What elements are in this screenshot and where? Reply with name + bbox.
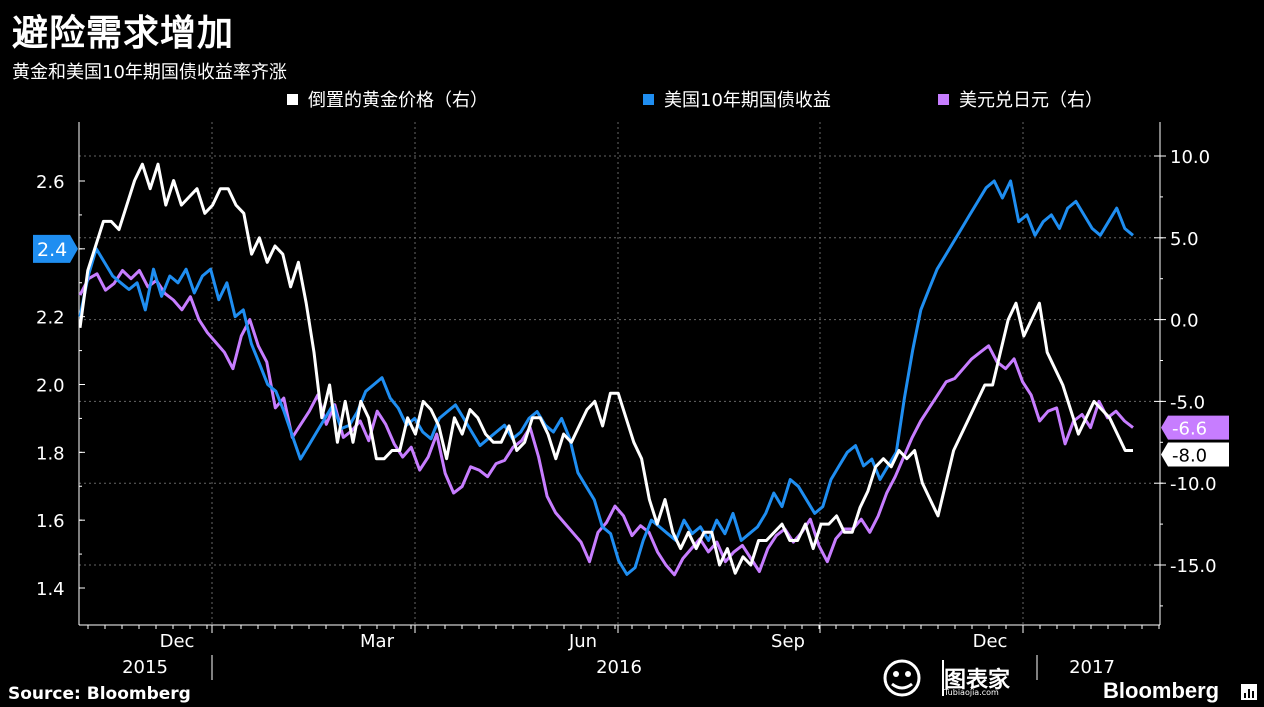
watermark-logo-icon (883, 659, 944, 697)
x-month-label: Dec (160, 631, 195, 652)
series-line-1 (78, 179, 1134, 576)
legend-label: 倒置的黄金价格（右） (308, 90, 488, 111)
left-tick-label: 2.0 (36, 376, 65, 397)
gold-end-label: -8.0 (1172, 445, 1207, 466)
left-tick-label: 2.6 (36, 172, 65, 193)
right-tick-label: -5.0 (1170, 392, 1205, 413)
left-tick-label: 1.8 (36, 443, 65, 464)
source-note: Source: Bloomberg (8, 684, 191, 704)
usdjpy-end-label: -6.6 (1172, 419, 1207, 440)
axes: 2.6 2.4 2.2 2.0 1.8 1.6 1.4 10.0 5.0 0.0 -5.0 -10.0… (36, 122, 1217, 680)
x-month-label: Mar (360, 631, 395, 652)
x-month-label: Dec (973, 631, 1008, 652)
x-month-label: Sep (771, 631, 805, 652)
right-tick-label: -10.0 (1170, 474, 1217, 495)
yield-end-label: 2.4 (37, 239, 67, 261)
legend: 倒置的黄金价格（右） 美国10年期国债收益 美元兑日元（右） (287, 90, 1103, 111)
legend-label: 美元兑日元（右） (959, 90, 1103, 111)
end-labels: 2.4 -6.6 -8.0 (33, 234, 1229, 467)
left-tick-label: 1.4 (36, 579, 65, 600)
grid (79, 122, 1160, 625)
chart-subtitle: 黄金和美国10年期国债收益率齐涨 (12, 62, 287, 83)
legend-swatch (938, 94, 949, 105)
series-lines (78, 162, 1134, 577)
x-month-label: Jun (568, 631, 597, 652)
right-tick-label: 10.0 (1170, 147, 1210, 168)
yield-end-label-box (33, 234, 78, 263)
legend-swatch (287, 94, 298, 105)
bloomberg-bars-icon (1241, 684, 1257, 700)
watermark-subtext: Tubiaojia.com (944, 688, 999, 697)
usdjpy-end-label-box (1161, 415, 1229, 440)
right-tick-label: 0.0 (1170, 311, 1199, 332)
legend-swatch (643, 94, 654, 105)
bloomberg-brand: Bloomberg (1103, 678, 1220, 703)
gold-end-label-box (1161, 442, 1229, 467)
x-year-label: 2016 (596, 657, 642, 678)
left-tick-label: 1.6 (36, 511, 65, 532)
right-tick-label: 5.0 (1170, 229, 1199, 250)
series-line-0 (78, 162, 1133, 575)
chart-title: 避险需求增加 (12, 13, 235, 54)
legend-label: 美国10年期国债收益 (664, 90, 831, 111)
watermark-text: 图表家 (944, 668, 1011, 693)
x-year-label: 2015 (122, 657, 168, 678)
left-tick-label: 2.2 (36, 308, 65, 329)
x-year-label: 2017 (1069, 657, 1115, 678)
right-tick-label: -15.0 (1170, 556, 1217, 577)
series-line-2 (78, 269, 1134, 577)
